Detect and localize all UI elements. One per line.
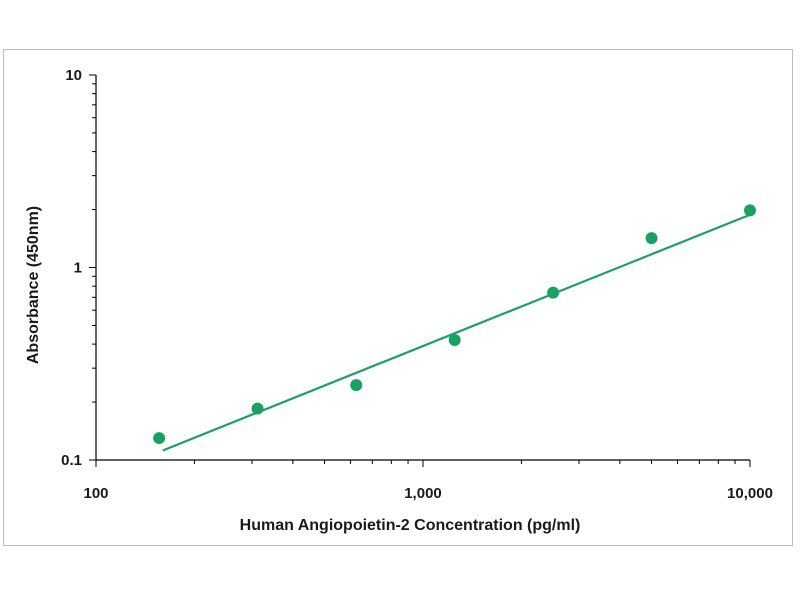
data-point xyxy=(251,402,264,415)
chart-frame xyxy=(3,49,793,546)
x-axis-title: Human Angiopoietin-2 Concentration (pg/m… xyxy=(240,517,581,534)
data-point xyxy=(645,232,658,245)
y-tick-label: 0.1 xyxy=(61,452,82,469)
x-tick-label: 100 xyxy=(83,485,108,502)
fit-line xyxy=(162,213,751,452)
axes xyxy=(95,75,750,461)
data-point xyxy=(350,379,363,392)
x-tick-label: 1,000 xyxy=(404,485,442,502)
data-point xyxy=(547,286,560,299)
data-point xyxy=(744,204,756,217)
y-tick-label: 10 xyxy=(65,67,82,84)
x-tick-label: 10,000 xyxy=(727,485,773,502)
data-points xyxy=(153,204,756,445)
y-tick-label: 1 xyxy=(74,260,82,277)
data-point xyxy=(153,432,166,445)
ticks: 0.1 1 10 100 1,000 10,000 xyxy=(61,67,773,502)
y-axis-title: Absorbance (450nm) xyxy=(25,206,42,364)
data-point xyxy=(448,334,461,347)
fit-line-group xyxy=(162,213,751,452)
